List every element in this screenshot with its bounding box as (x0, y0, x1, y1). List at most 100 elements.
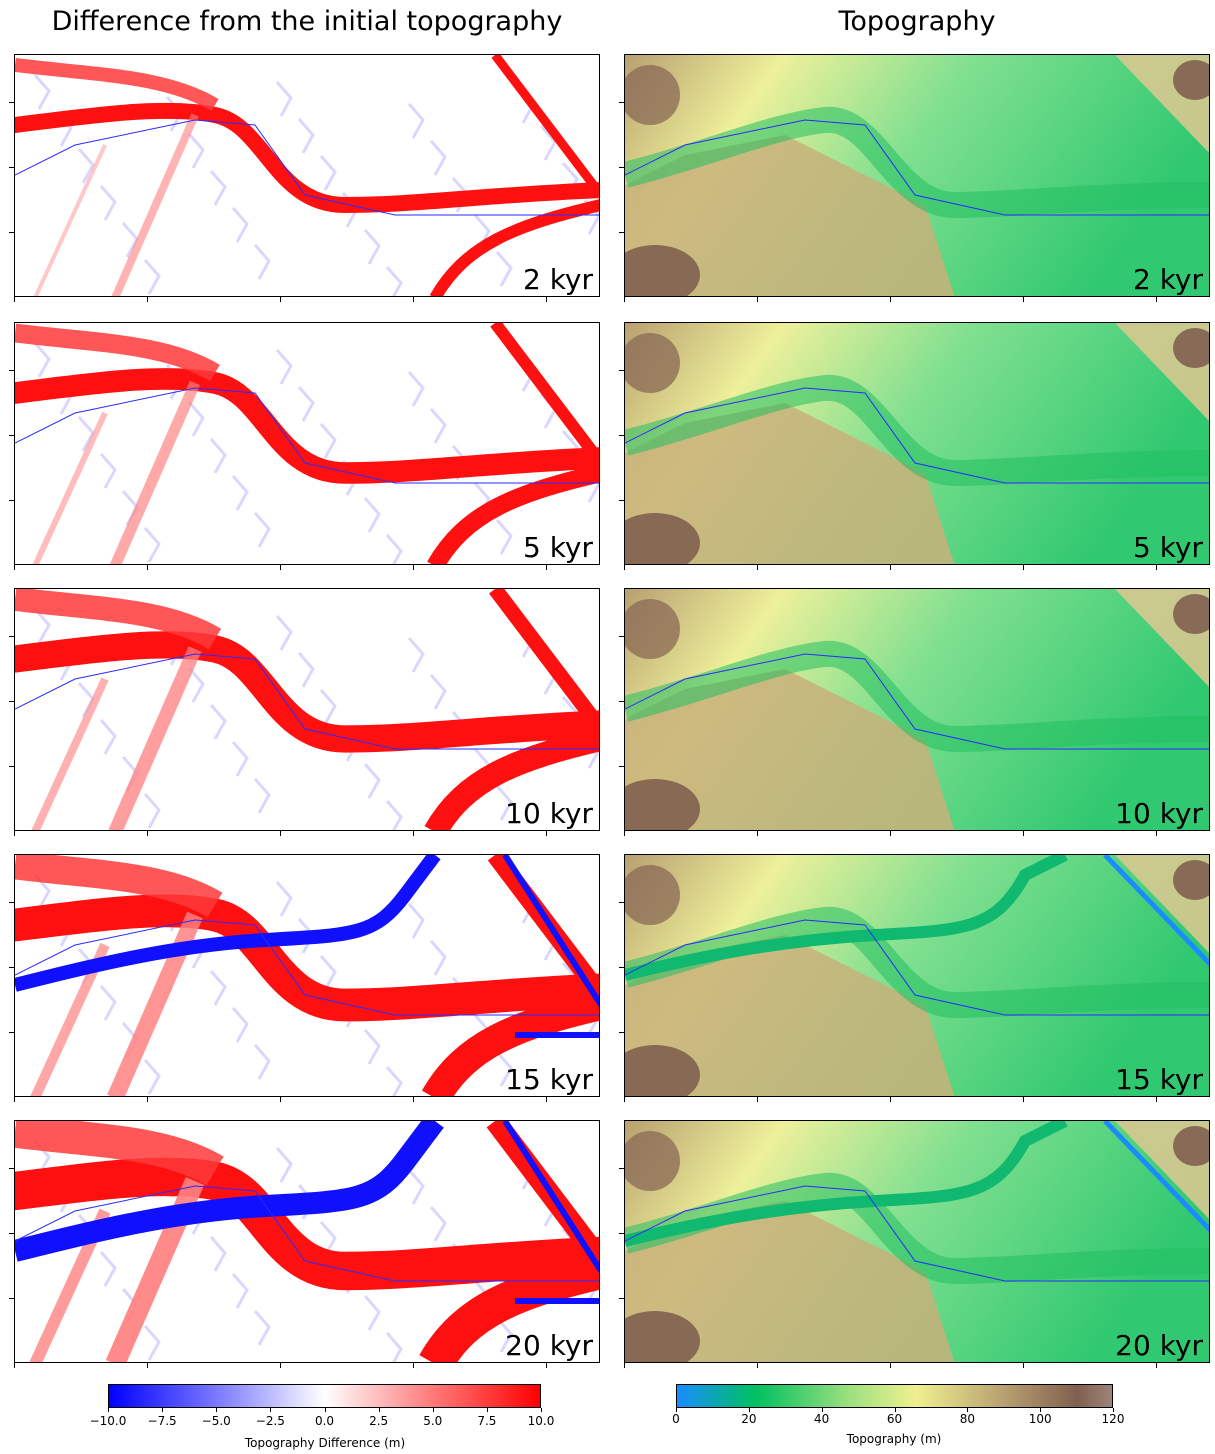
erosion-channel (15, 1121, 444, 1262)
x-tick (1156, 1363, 1157, 1368)
topography-map (625, 1121, 1209, 1362)
texture-stroke (143, 527, 161, 563)
texture-stroke (319, 955, 337, 991)
river-line (625, 1185, 1209, 1282)
x-tick (14, 297, 15, 302)
colorbar-tick-label: 20 (741, 1412, 757, 1426)
colorbar-tickmark (748, 1408, 750, 1412)
colorbar-tickmark (967, 1408, 969, 1412)
texture-stroke (407, 371, 425, 407)
texture-stroke (319, 155, 337, 191)
x-tick (624, 297, 625, 302)
colorbar-tick-label: −10.0 (89, 1414, 127, 1428)
incised-channel (625, 1121, 1068, 1247)
x-tick (757, 1097, 758, 1102)
y-tick (9, 167, 14, 168)
texture-stroke (275, 615, 293, 651)
difference-map (15, 855, 599, 1096)
difference-map (15, 323, 599, 564)
texture-stroke (363, 497, 381, 533)
river-line (15, 653, 599, 750)
difference-map (15, 55, 599, 296)
texture-stroke (99, 1251, 117, 1287)
y-tick (619, 232, 624, 233)
topography-panel: 5 kyr (624, 322, 1210, 565)
time-label: 20 kyr (1115, 1329, 1203, 1362)
colorbar-tick-label: 40 (814, 1412, 830, 1426)
texture-stroke (231, 1273, 249, 1309)
time-label: 10 kyr (505, 797, 593, 830)
x-tick (624, 565, 625, 570)
y-tick (619, 1032, 624, 1033)
y-tick (619, 636, 624, 637)
deposition-band (15, 855, 223, 918)
peak (1173, 860, 1209, 900)
x-tick (624, 831, 625, 836)
texture-stroke (407, 903, 425, 939)
incised-channel (1103, 855, 1209, 967)
texture-stroke (33, 74, 51, 110)
x-tick (1156, 565, 1157, 570)
colorbar-tickmark (1113, 1408, 1114, 1412)
x-tick (1156, 297, 1157, 302)
erosion-channel (502, 855, 599, 1007)
x-tick (546, 831, 547, 836)
texture-stroke (363, 1029, 381, 1065)
texture-stroke (385, 534, 403, 564)
x-tick (1023, 1363, 1024, 1368)
y-tick (9, 766, 14, 767)
texture-stroke (495, 519, 513, 555)
time-label: 15 kyr (1115, 1063, 1203, 1096)
peak (625, 865, 680, 925)
x-tick (280, 1363, 281, 1368)
texture-stroke (253, 778, 271, 814)
texture-stroke (429, 140, 447, 176)
peak (625, 1045, 700, 1096)
texture-stroke (407, 637, 425, 673)
topography-field (625, 323, 1209, 564)
x-tick (1023, 565, 1024, 570)
right-column-title: Topography (838, 6, 996, 37)
texture-stroke (99, 719, 117, 755)
peak (1173, 594, 1209, 634)
deposition-band (15, 323, 220, 382)
x-tick (1156, 1097, 1157, 1102)
colorbar-tick-label: 80 (959, 1412, 975, 1426)
y-tick (9, 500, 14, 501)
x-tick (890, 297, 891, 302)
difference-field (15, 1121, 599, 1362)
texture-stroke (297, 118, 315, 154)
y-tick (619, 902, 624, 903)
deposition-streak (111, 113, 199, 296)
texture-stroke (209, 170, 227, 206)
texture-stroke (539, 125, 557, 161)
time-label: 5 kyr (1132, 531, 1203, 564)
difference-colorbar-label: Topography Difference (m) (244, 1436, 406, 1450)
colorbar-tickmark (216, 1408, 218, 1412)
difference-field (15, 323, 599, 564)
river-line (625, 653, 1209, 750)
texture-stroke (297, 652, 315, 688)
texture-stroke (143, 793, 161, 829)
x-tick (890, 1097, 891, 1102)
deposition-streak (32, 411, 108, 564)
deposition-band (15, 1121, 224, 1186)
time-label: 2 kyr (1132, 263, 1203, 296)
colorbar-tickmark (108, 1408, 109, 1412)
colorbar-tick-label: 7.5 (477, 1414, 497, 1428)
topography-field (625, 1121, 1209, 1362)
colorbar-tick-label: −2.5 (255, 1414, 285, 1428)
x-tick (624, 1363, 625, 1368)
time-label: 10 kyr (1115, 797, 1203, 830)
x-tick (147, 565, 148, 570)
x-tick (546, 565, 547, 570)
topography-panel: 2 kyr (624, 54, 1210, 297)
texture-stroke (429, 940, 447, 976)
x-tick (546, 297, 547, 302)
y-tick (619, 370, 624, 371)
x-tick (147, 1363, 148, 1368)
highland (625, 1201, 955, 1362)
x-tick (1023, 297, 1024, 302)
texture-stroke (495, 1317, 513, 1353)
texture-stroke (99, 985, 117, 1021)
